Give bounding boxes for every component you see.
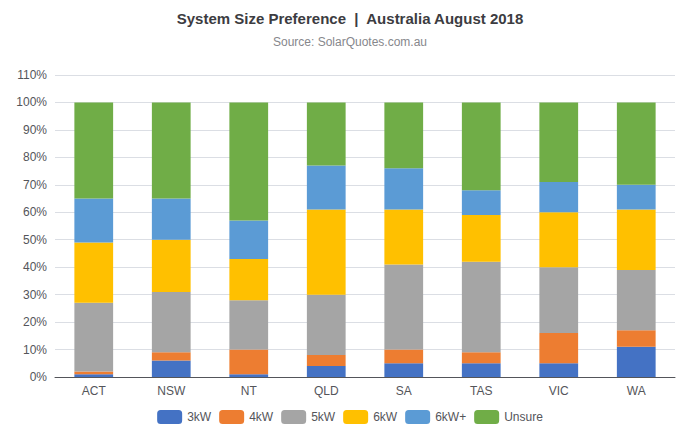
svg-text:30%: 30% [23,288,47,302]
svg-text:80%: 80% [23,150,47,164]
svg-text:10%: 10% [23,343,47,357]
svg-text:NT: NT [241,384,258,398]
svg-text:40%: 40% [23,260,47,274]
svg-text:60%: 60% [23,205,47,219]
svg-text:110%: 110% [17,68,47,82]
svg-text:20%: 20% [23,315,47,329]
svg-text:100%: 100% [16,95,47,109]
svg-text:90%: 90% [23,123,47,137]
svg-text:5kW: 5kW [311,410,336,424]
svg-text:QLD: QLD [314,384,339,398]
svg-text:NSW: NSW [157,384,186,398]
svg-text:0%: 0% [30,370,48,384]
svg-text:6kW: 6kW [373,410,398,424]
svg-text:4kW: 4kW [249,410,274,424]
svg-text:TAS: TAS [470,384,492,398]
svg-text:Unsure: Unsure [504,410,543,424]
svg-text:6kW+: 6kW+ [435,410,466,424]
svg-text:70%: 70% [23,178,47,192]
svg-text:3kW: 3kW [187,410,212,424]
svg-text:Source: SolarQuotes.com.au: Source: SolarQuotes.com.au [273,35,427,49]
svg-text:SA: SA [396,384,412,398]
svg-text:WA: WA [627,384,646,398]
svg-text:ACT: ACT [82,384,107,398]
svg-text:VIC: VIC [549,384,569,398]
svg-text:50%: 50% [23,233,47,247]
svg-text:System Size Preference | Aus: System Size Preference | Australia Augus… [177,10,524,27]
